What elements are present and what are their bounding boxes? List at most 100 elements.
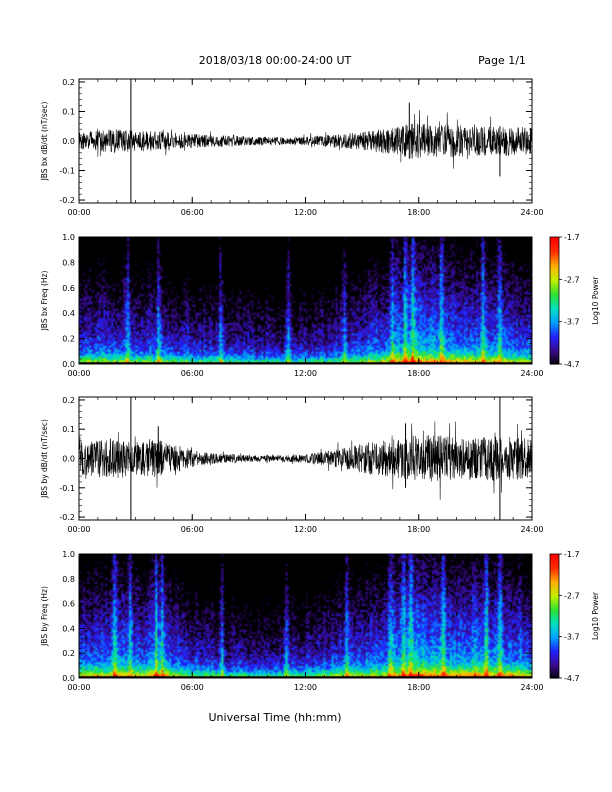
y-tick-label: -0.1 [59,484,75,493]
colorbar-swatch [550,613,559,617]
colorbar-swatch [550,570,559,574]
colorbar-swatch [550,605,559,609]
colorbar-swatch [550,323,559,327]
y-tick-label: -0.2 [59,196,75,205]
date-range-title: 2018/03/18 00:00-24:00 UT [199,54,352,67]
colorbar-swatch [550,640,559,644]
colorbar-swatch [550,554,559,557]
colorbar-swatch [550,245,559,249]
y-tick-label: 0.8 [62,258,75,267]
colorbar-swatch [550,582,559,586]
colorbar-swatch [550,258,559,261]
colorbar-swatch [550,330,559,333]
colorbar-swatch [550,292,559,295]
colorbar-swatch [550,283,559,287]
colorbar-swatch [550,628,559,632]
colorbar-swatch [550,243,559,247]
x-tick-label: 06:00 [181,683,204,692]
colorbar-swatch [550,562,559,565]
y-tick-label: 0.4 [62,624,75,633]
colorbar-swatch [550,328,559,331]
colorbar-swatch [550,272,559,276]
colorbar-swatch [550,568,559,572]
x-tick-label: 24:00 [520,369,543,378]
colorbar-swatch [550,638,559,642]
colorbar-swatch [550,585,559,588]
colorbar-swatch [550,564,559,567]
x-tick-label: 18:00 [407,683,430,692]
y-tick-label: 0.6 [62,600,75,609]
colorbar-swatch [550,249,559,253]
colorbar-swatch [550,651,559,654]
colorbar-swatch [550,338,559,342]
colorbar-swatch [550,622,559,625]
colorbar-swatch [550,603,559,607]
colorbar-swatch [550,616,559,619]
colorbar-swatch [550,268,559,272]
y-tick-label: 1.0 [62,233,75,242]
x-tick-label: 24:00 [520,208,543,217]
colorbar-swatch [550,298,559,302]
x-tick-label: 12:00 [294,369,317,378]
y-tick-label: 0.2 [62,396,75,405]
colorbar-swatch [550,632,559,636]
spectrogram-heatmap [79,237,532,364]
y-tick-label: 0.2 [62,335,75,344]
colorbar-swatch [550,296,559,299]
y-tick-label: 0.0 [62,360,75,369]
colorbar-swatch [550,319,559,323]
colorbar-swatch [550,630,559,634]
colorbar-swatch [550,353,559,357]
colorbar-swatch [550,675,559,679]
colorbar-swatch [550,580,559,584]
y-tick-label: 0.0 [62,455,75,464]
x-tick-label: 00:00 [67,683,90,692]
colorbar-swatch [550,315,559,319]
universal-time-axis-title: Universal Time (hh:mm) [209,711,342,724]
colorbar-swatch [550,578,559,582]
colorbar: -1.7 -2.7 -3.7 -4.7 Log10 Power [549,233,600,369]
colorbar-swatch [550,566,559,570]
colorbar-swatch [550,560,559,563]
colorbar-swatch [550,661,559,665]
colorbar-swatch [550,634,559,638]
colorbar-swatch [550,285,559,289]
colorbar-swatch [550,334,559,338]
colorbar-swatch [550,302,559,306]
colorbar-tick-label: -2.7 [564,591,580,600]
x-tick-label: 06:00 [181,208,204,217]
colorbar-swatch [550,256,559,259]
colorbar-swatch [550,332,559,335]
colorbar-swatch [550,655,559,658]
panels-group: 00:00 06:00 12:00 18:00 24:00 -0.2 -0.1 0.0 0.1 0… [40,78,600,692]
colorbar-tick-label: -3.7 [564,633,580,642]
colorbar-swatch [550,342,559,346]
colorbar-swatch [550,574,559,578]
y-tick-label: 0.8 [62,575,75,584]
y-axis-title: JBS by Freq (Hz) [40,586,49,647]
colorbar-swatch [550,647,559,650]
colorbar-swatch [550,609,559,613]
y-tick-label: 0.0 [62,137,75,146]
colorbar-swatch [550,673,559,677]
colorbar-swatch [550,287,559,291]
colorbar-swatch [550,237,559,240]
x-tick-label: 06:00 [181,369,204,378]
spectrogram-panel-by-spectrogram: 00:00 06:00 12:00 18:00 24:00 0.0 0.2 0.4 0.6 0.8… [40,550,600,692]
colorbar-swatch [550,669,559,673]
colorbar-swatch [550,665,559,669]
colorbar-swatch [550,591,559,594]
x-tick-label: 18:00 [407,525,430,534]
colorbar-swatch [550,576,559,580]
y-axis-title: JBS bx Freq (Hz) [40,271,49,332]
colorbar-swatch [550,313,559,316]
colorbar-swatch [550,587,559,590]
colorbar-swatch [550,626,559,629]
colorbar-swatch [550,351,559,355]
colorbar-swatch [550,270,559,274]
colorbar-swatch [550,558,559,561]
colorbar-tick-label: -1.7 [564,550,580,559]
colorbar-swatch [550,279,559,283]
colorbar-swatch [550,277,559,280]
colorbar-swatch [550,306,559,310]
